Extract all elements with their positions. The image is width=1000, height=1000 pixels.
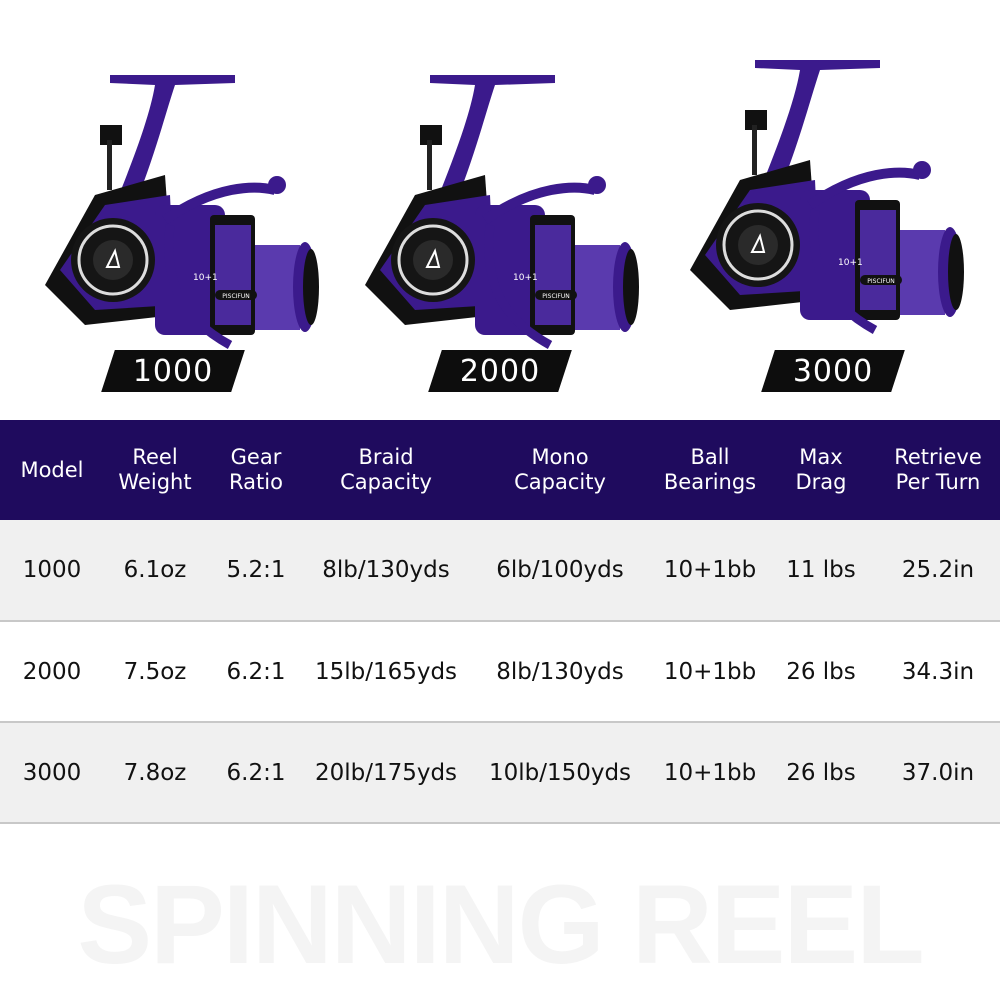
table-row: 2000 7.5oz 6.2:1 15lb/165yds 8lb/130yds 10+1b… (0, 621, 1000, 722)
column-header-line: Bearings (663, 470, 757, 494)
table-cell: 15lb/165yds (314, 658, 458, 685)
table-row: 3000 7.8oz 6.2:1 20lb/175yds 10lb/150yds 10+1… (0, 722, 1000, 823)
table-cell: 20lb/175yds (314, 759, 458, 786)
model-badge-label: 3000 (792, 353, 874, 389)
reel-image-2000 (335, 55, 675, 355)
watermark-text: SPINNING REEL (77, 862, 924, 987)
table-cell: 3000 (22, 759, 82, 786)
table-cell: 10+1bb (663, 759, 757, 786)
column-header-line: Ratio (229, 470, 283, 494)
table-cell: 6lb/100yds (496, 557, 624, 583)
table-cell: 26 lbs (786, 759, 856, 786)
column-header: Retrieve Per Turn (876, 420, 1000, 520)
table-cell: 26 lbs (786, 658, 856, 685)
model-badge-3000: 3000 (761, 350, 905, 392)
reel-image-1000 (15, 55, 355, 355)
table-cell: 34.3in (901, 658, 975, 685)
table-cell: 11 lbs (786, 557, 856, 583)
model-badge-label: 2000 (459, 353, 541, 389)
spec-table: Model Reel Weight Gear Ratio Braid Capacity Mon… (0, 420, 1000, 824)
column-header-line: Ball (690, 445, 730, 469)
table-cell: 10+1bb (663, 658, 757, 685)
column-header: Mono Capacity (466, 420, 654, 520)
column-header-line: Reel (132, 445, 178, 469)
column-header-line: Max (799, 445, 843, 469)
table-cell: 6.1oz (123, 557, 187, 583)
table-cell: 6.2:1 (226, 759, 286, 786)
column-header: Ball Bearings (654, 420, 766, 520)
reel-image-3000 (660, 40, 1000, 340)
table-cell: 8lb/130yds (496, 658, 624, 685)
column-header-line: Model (20, 457, 84, 482)
column-header: Max Drag (766, 420, 876, 520)
table-cell: 25.2in (901, 557, 975, 583)
table-header-row: Model Reel Weight Gear Ratio Braid Capacity Mon… (0, 420, 1000, 520)
table-cell: 6.2:1 (226, 658, 286, 685)
model-badge-2000: 2000 (428, 350, 572, 392)
table-cell: 7.5oz (123, 658, 187, 685)
table-cell: 5.2:1 (226, 557, 286, 583)
table-cell: 7.8oz (123, 759, 187, 786)
column-header: Reel Weight (104, 420, 206, 520)
table-cell: 10+1bb (663, 557, 757, 583)
table-cell: 10lb/150yds (488, 759, 632, 786)
model-badge-label: 1000 (132, 353, 214, 389)
table-cell: 2000 (22, 658, 82, 685)
column-header-line: Capacity (514, 470, 606, 494)
column-header: Gear Ratio (206, 420, 306, 520)
column-header-line: Braid (358, 445, 414, 469)
column-header-line: Retrieve (894, 445, 982, 469)
model-badge-1000: 1000 (101, 350, 245, 392)
column-header-line: Gear (230, 445, 282, 469)
column-header: Braid Capacity (306, 420, 466, 520)
table-row: 1000 6.1oz 5.2:1 8lb/130yds 6lb/100yds 10+1bb… (0, 520, 1000, 621)
column-header-line: Per Turn (895, 470, 981, 494)
column-header-line: Capacity (340, 470, 432, 494)
table-cell: 8lb/130yds (322, 557, 450, 583)
column-header-line: Weight (118, 470, 192, 494)
column-header-line: Drag (795, 470, 847, 494)
table-cell: 1000 (22, 557, 82, 583)
column-header: Model (0, 420, 104, 520)
table-cell: 37.0in (901, 759, 975, 786)
column-header-line: Mono (531, 445, 589, 469)
